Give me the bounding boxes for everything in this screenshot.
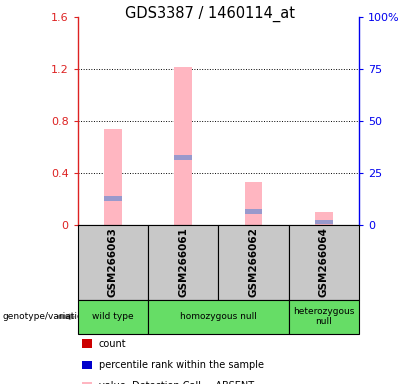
Text: percentile rank within the sample: percentile rank within the sample — [99, 360, 264, 370]
Text: GSM266064: GSM266064 — [319, 227, 329, 297]
Bar — [245, 182, 262, 225]
Bar — [104, 129, 122, 225]
Text: wild type: wild type — [92, 312, 134, 321]
Text: GDS3387 / 1460114_at: GDS3387 / 1460114_at — [125, 6, 295, 22]
Text: genotype/variation: genotype/variation — [2, 312, 88, 321]
Text: GSM266062: GSM266062 — [249, 227, 259, 297]
Bar — [174, 66, 192, 225]
Text: value, Detection Call = ABSENT: value, Detection Call = ABSENT — [99, 381, 254, 384]
Bar — [245, 209, 262, 214]
Text: homozygous null: homozygous null — [180, 312, 257, 321]
Text: count: count — [99, 339, 126, 349]
Bar — [174, 155, 192, 159]
Bar — [104, 197, 122, 201]
Text: GSM266063: GSM266063 — [108, 227, 118, 297]
Bar — [315, 220, 333, 224]
Text: GSM266061: GSM266061 — [178, 227, 188, 297]
Text: heterozygous
null: heterozygous null — [293, 307, 354, 326]
Bar — [315, 212, 333, 225]
